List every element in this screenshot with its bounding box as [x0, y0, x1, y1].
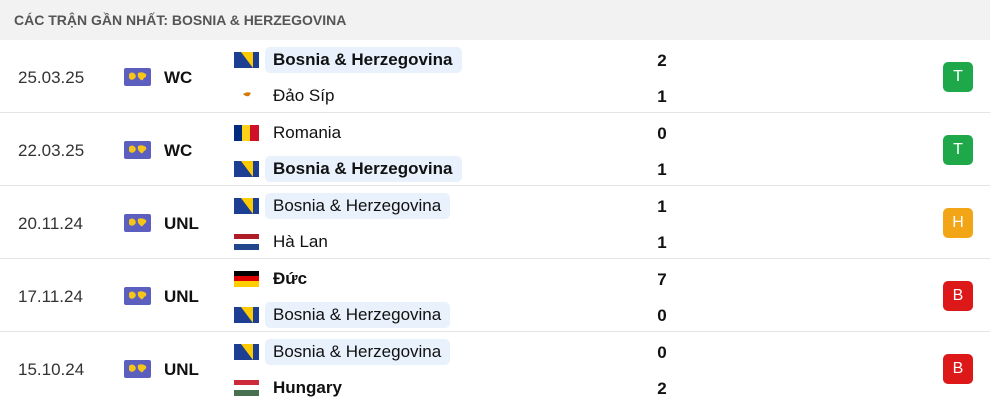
team-flag — [234, 234, 259, 250]
competition: WC — [164, 68, 193, 87]
team-score: 2 — [657, 379, 667, 398]
team-flag — [234, 52, 259, 68]
team-name: Bosnia & Herzegovina — [265, 47, 462, 73]
result-badge: B — [943, 354, 973, 384]
result-badge: B — [943, 281, 973, 311]
competition-icon — [124, 360, 151, 378]
team-score: 1 — [657, 87, 667, 106]
team-flag — [234, 198, 259, 214]
team-name: Đảo Síp — [273, 86, 335, 105]
match-row: 22.03.25 WC Romania 0 Bosnia & Herzegovina 1 T — [0, 113, 990, 186]
team-score: 7 — [657, 270, 667, 289]
competition-icon — [124, 214, 151, 232]
team-flag — [234, 161, 259, 177]
team-name: Hungary — [273, 378, 342, 397]
team-name: Romania — [273, 123, 342, 142]
result-badge: T — [943, 62, 973, 92]
match-date: 15.10.24 — [18, 360, 85, 379]
team-score: 1 — [657, 160, 667, 179]
competition: UNL — [164, 360, 199, 379]
match-row: 25.03.25 WC Bosnia & Herzegovina 2 Đảo Síp 1 T — [0, 40, 990, 113]
match-date: 25.03.25 — [18, 68, 85, 87]
match-date: 17.11.24 — [18, 287, 83, 306]
competition-icon — [124, 141, 151, 159]
team-score: 0 — [657, 124, 667, 143]
team-name: Bosnia & Herzegovina — [265, 193, 451, 219]
team-score: 1 — [657, 197, 667, 216]
match-row: 20.11.24 UNL Bosnia & Herzegovina 1 Hà Lan 1 H — [0, 186, 990, 259]
header-title: CÁC TRẬN GẦN NHẤT: BOSNIA & HERZEGOVINA — [14, 12, 347, 28]
competition: UNL — [164, 287, 199, 306]
match-row: 15.10.24 UNL Bosnia & Herzegovina 0 Hungary 2… — [0, 332, 990, 402]
team-flag — [234, 344, 259, 360]
competition: WC — [164, 141, 193, 160]
match-date: 20.11.24 — [18, 214, 83, 233]
team-score: 1 — [657, 233, 667, 252]
header: CÁC TRẬN GẦN NHẤT: BOSNIA & HERZEGOVINA — [0, 0, 990, 40]
competition: UNL — [164, 214, 199, 233]
match-row: 17.11.24 UNL Đức 7 Bosnia & Herzegovina 0 B — [0, 259, 990, 332]
result-badge: H — [943, 208, 973, 238]
competition-icon — [124, 68, 151, 86]
team-flag — [234, 125, 259, 141]
team-name: Hà Lan — [273, 232, 328, 251]
team-name: Bosnia & Herzegovina — [265, 302, 451, 328]
team-score: 2 — [657, 51, 667, 70]
team-name: Bosnia & Herzegovina — [265, 339, 451, 365]
team-score: 0 — [657, 343, 667, 362]
team-name: Đức — [273, 269, 308, 288]
team-score: 0 — [657, 306, 667, 325]
team-flag — [234, 380, 259, 396]
competition-icon — [124, 287, 151, 305]
team-flag — [234, 88, 259, 104]
team-name: Bosnia & Herzegovina — [265, 156, 462, 182]
result-badge: T — [943, 135, 973, 165]
match-date: 22.03.25 — [18, 141, 85, 160]
team-flag — [234, 271, 259, 287]
team-flag — [234, 307, 259, 323]
